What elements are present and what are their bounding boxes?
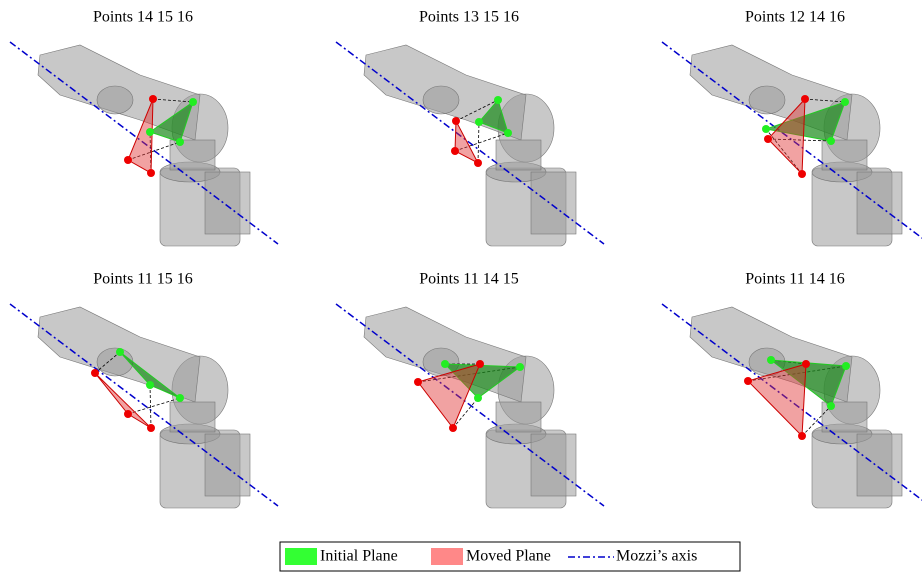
robot-column bbox=[170, 402, 215, 432]
panel: Points 14 15 16 bbox=[10, 9, 278, 246]
initial-point bbox=[762, 125, 770, 133]
moved-point bbox=[802, 360, 810, 368]
moved-point bbox=[449, 424, 457, 432]
legend-label: Moved Plane bbox=[466, 548, 551, 565]
moved-plane bbox=[748, 364, 806, 436]
robot-elbow bbox=[97, 348, 133, 376]
initial-point bbox=[516, 363, 524, 371]
robot-side bbox=[205, 172, 250, 234]
initial-point bbox=[494, 96, 502, 104]
initial-point bbox=[767, 356, 775, 364]
initial-point bbox=[189, 98, 197, 106]
initial-point bbox=[827, 402, 835, 410]
initial-point bbox=[827, 137, 835, 145]
initial-point bbox=[116, 348, 124, 356]
moved-plane bbox=[418, 364, 480, 428]
moved-point bbox=[124, 410, 132, 418]
mozzi-axis bbox=[336, 304, 604, 506]
mozzi-axis bbox=[10, 304, 278, 506]
initial-point bbox=[504, 129, 512, 137]
legend-label: Mozzi’s axis bbox=[616, 548, 697, 565]
panel: Points 11 15 16 bbox=[10, 271, 278, 508]
moved-plane bbox=[455, 121, 478, 163]
moved-point bbox=[764, 135, 772, 143]
correspondence-line bbox=[150, 385, 151, 428]
legend: Initial Plane Moved Plane Mozzi’s axis bbox=[280, 542, 740, 571]
mozzi-axis bbox=[336, 42, 604, 244]
panel: Points 11 14 16 bbox=[662, 271, 922, 508]
moved-point bbox=[744, 377, 752, 385]
moved-point bbox=[147, 169, 155, 177]
panel: Points 12 14 16 bbox=[662, 9, 922, 246]
initial-point bbox=[176, 138, 184, 146]
panel: Points 11 14 15 bbox=[336, 271, 604, 508]
initial-point bbox=[474, 394, 482, 402]
moved-point bbox=[452, 117, 460, 125]
panel-title: Points 13 15 16 bbox=[419, 9, 519, 26]
moved-point bbox=[451, 147, 459, 155]
robot-column bbox=[822, 140, 867, 170]
robot-side bbox=[857, 172, 902, 234]
initial-point bbox=[441, 360, 449, 368]
figure: Points 14 15 16 Points 13 15 16 Points 12 … bbox=[0, 0, 922, 572]
correspondence-line bbox=[478, 122, 479, 163]
robot-elbow bbox=[97, 86, 133, 114]
moved-point bbox=[801, 95, 809, 103]
initial-point bbox=[842, 362, 850, 370]
moved-point bbox=[91, 369, 99, 377]
moved-point bbox=[147, 424, 155, 432]
robot-elbow bbox=[423, 86, 459, 114]
panel-title: Points 11 15 16 bbox=[93, 271, 192, 288]
moved-point bbox=[149, 95, 157, 103]
moved-point bbox=[798, 432, 806, 440]
robot-side bbox=[205, 434, 250, 496]
moved-point bbox=[476, 360, 484, 368]
panel-title: Points 11 14 16 bbox=[745, 271, 844, 288]
initial-point bbox=[176, 394, 184, 402]
initial-point bbox=[146, 128, 154, 136]
robot-column bbox=[496, 402, 541, 432]
legend-swatch-moved bbox=[431, 548, 463, 565]
moved-point bbox=[798, 170, 806, 178]
initial-point bbox=[475, 118, 483, 126]
robot bbox=[38, 307, 250, 508]
moved-point bbox=[474, 159, 482, 167]
panel-title: Points 11 14 15 bbox=[419, 271, 518, 288]
robot-side bbox=[531, 172, 576, 234]
panel-title: Points 12 14 16 bbox=[745, 9, 845, 26]
initial-point bbox=[841, 98, 849, 106]
robot-side bbox=[857, 434, 902, 496]
robot-column bbox=[170, 140, 215, 170]
robot-column bbox=[496, 140, 541, 170]
robot-elbow bbox=[749, 86, 785, 114]
moved-point bbox=[124, 156, 132, 164]
legend-swatch-initial bbox=[285, 548, 317, 565]
robot-side bbox=[531, 434, 576, 496]
panel: Points 13 15 16 bbox=[336, 9, 604, 246]
panel-title: Points 14 15 16 bbox=[93, 9, 193, 26]
initial-point bbox=[146, 381, 154, 389]
moved-point bbox=[414, 378, 422, 386]
legend-label: Initial Plane bbox=[320, 548, 398, 565]
